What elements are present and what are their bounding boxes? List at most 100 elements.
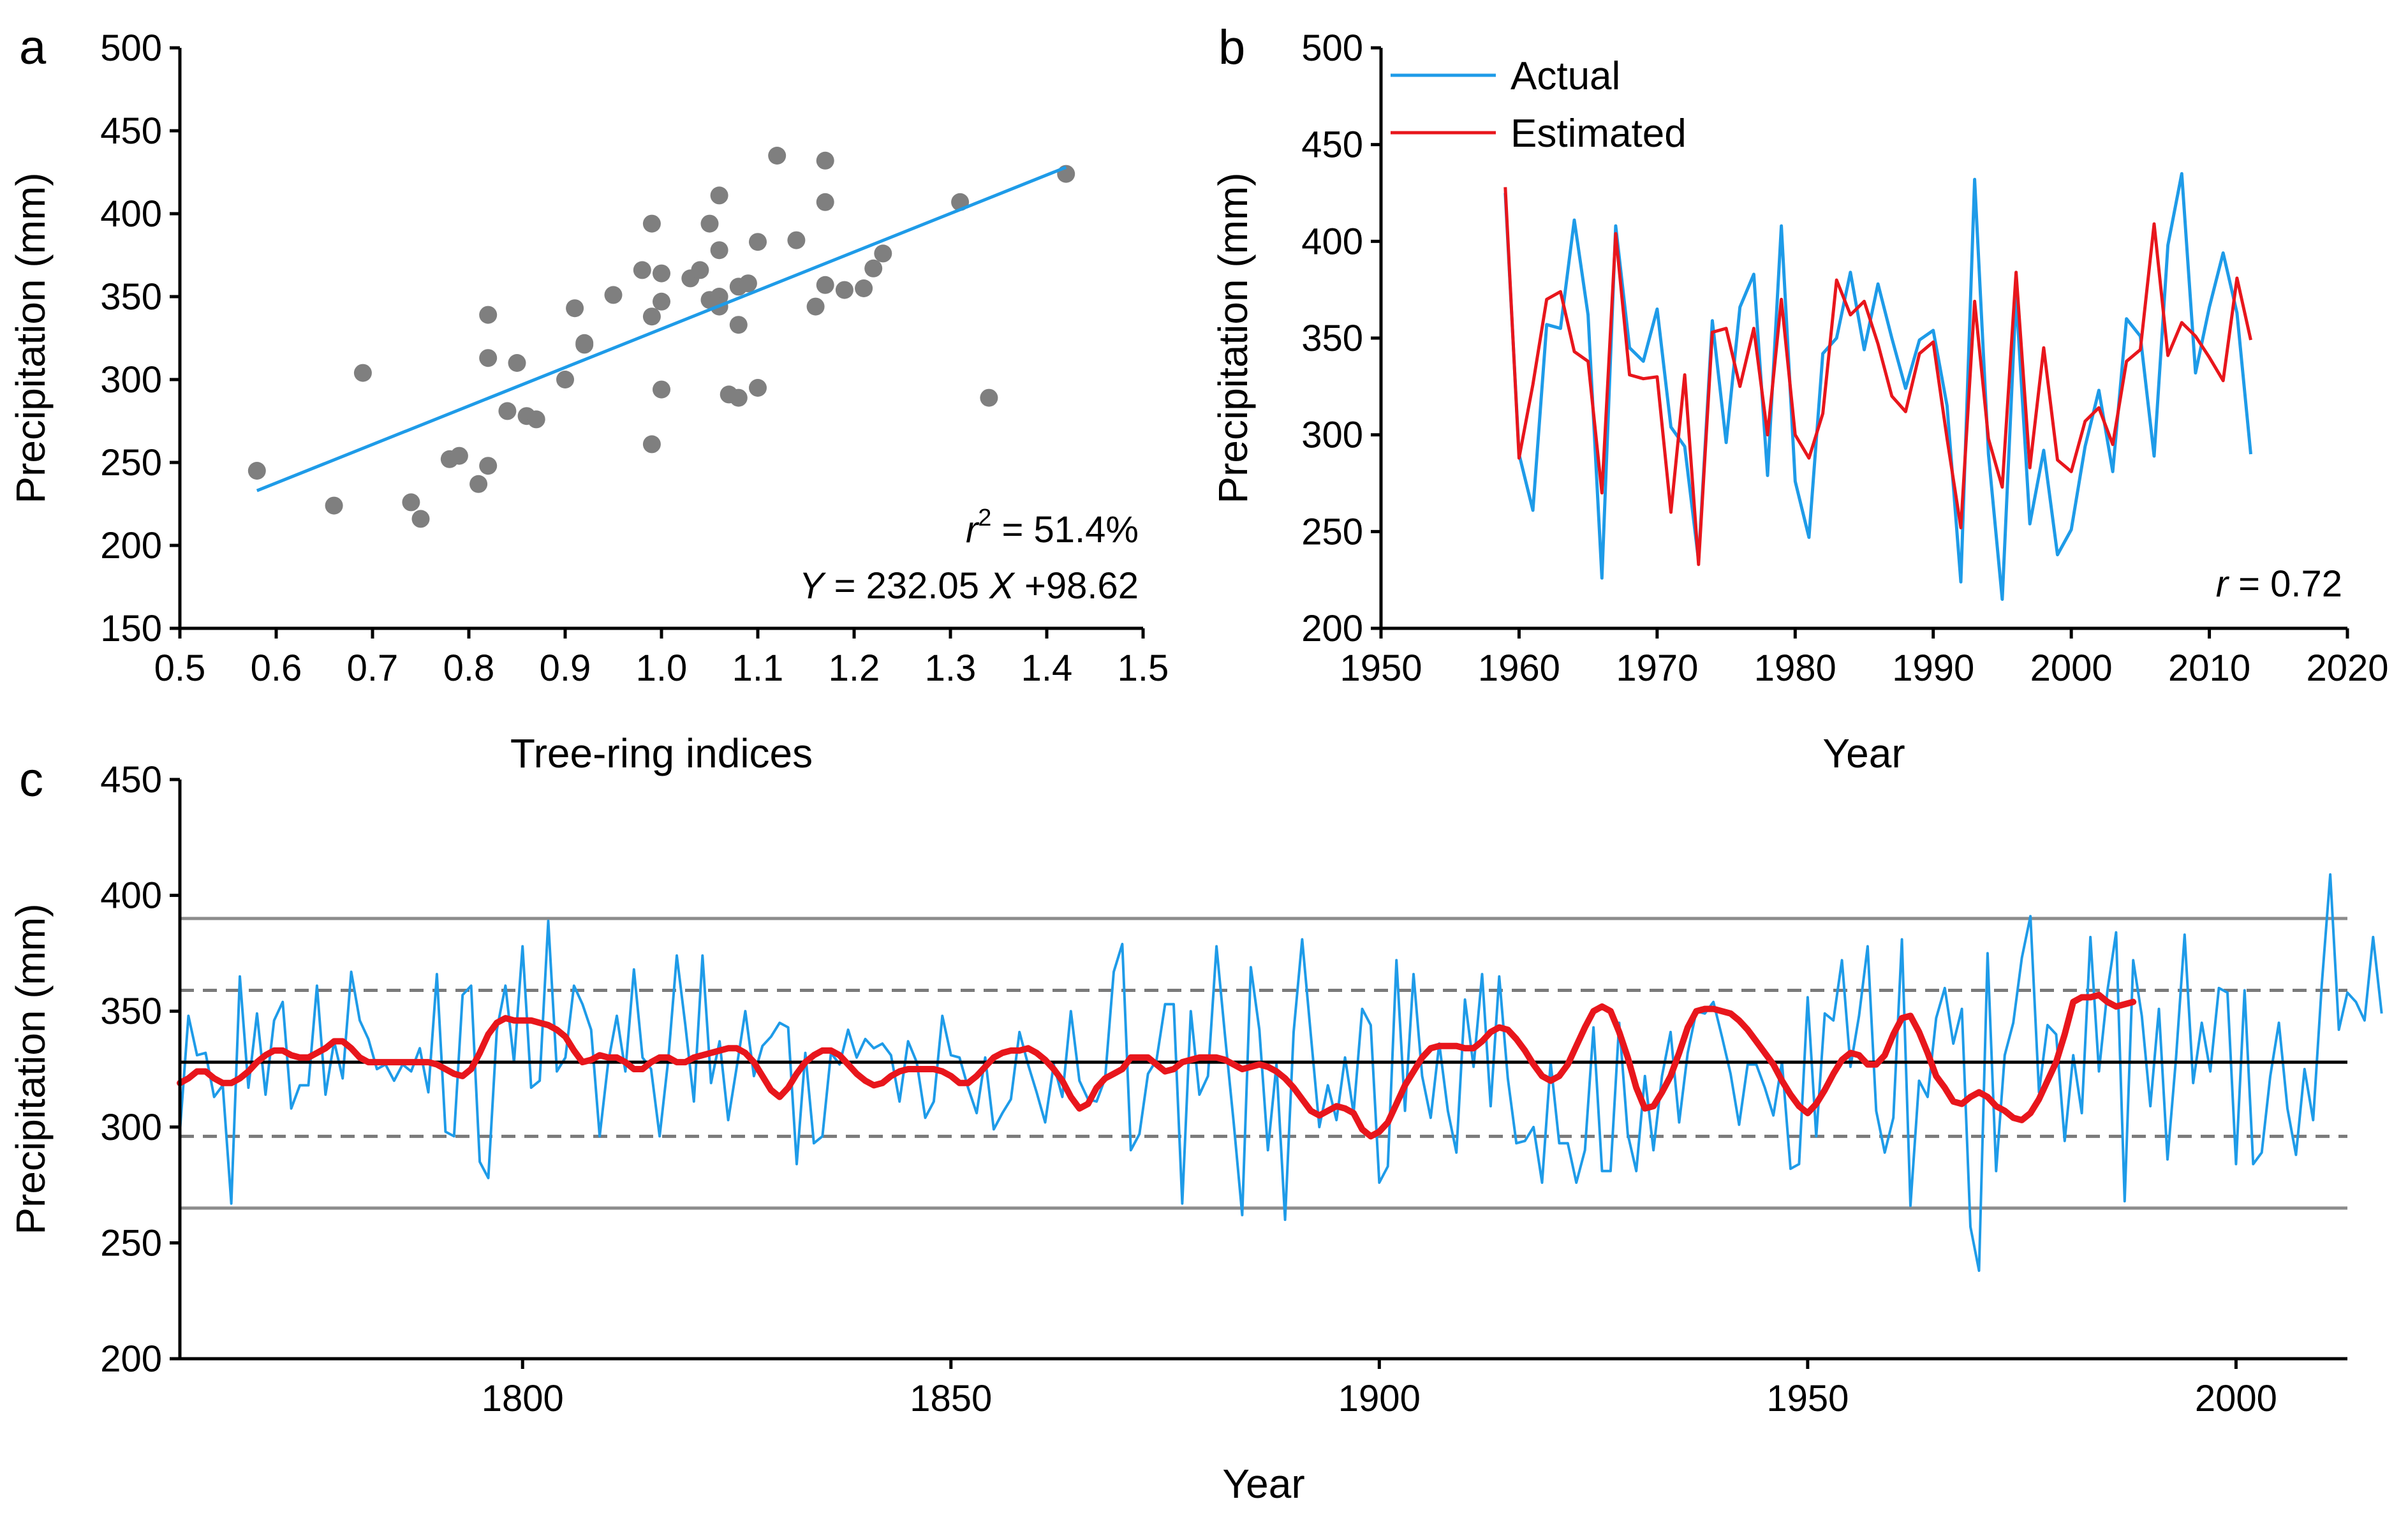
panel-a-scatter: a 0.5 0.6 0.7 0.8 0.9 1.0 1.1 1.2 1.3 1.4 1.5 150 20…: [8, 20, 1169, 776]
panel-b-r-annotation: r = 0.72: [2216, 563, 2342, 605]
panel-b-x-tick-label: 2010: [2168, 647, 2250, 689]
scatter-point: [479, 457, 498, 475]
panel-a-r2-annotation: r2 = 51.4%: [966, 505, 1139, 551]
panel-c-y-tick-label: 250: [100, 1222, 162, 1264]
scatter-point: [739, 274, 757, 293]
panel-b-x-tick-label: 1950: [1340, 647, 1422, 689]
panel-c-y-tick-label: 350: [100, 991, 162, 1032]
panel-b-x-tick-label: 1970: [1616, 647, 1698, 689]
scatter-point: [691, 261, 709, 279]
panel-b-x-tick-label: 2020: [2306, 647, 2388, 689]
eq-mid: = 232.05: [824, 565, 990, 607]
scatter-point: [864, 259, 883, 277]
panel-c-x-tick-label: 1950: [1766, 1378, 1849, 1419]
panel-c-x-tick-label: 1900: [1338, 1378, 1421, 1419]
panel-a-letter: a: [19, 20, 47, 75]
scatter-point: [729, 316, 748, 334]
scatter-point: [816, 151, 834, 170]
panel-b-y-tick-label: 300: [1301, 415, 1363, 456]
scatter-point: [710, 186, 728, 205]
r2-symbol: r: [966, 509, 980, 551]
panel-a-x-tick-label: 1.1: [732, 647, 784, 689]
scatter-point: [816, 276, 834, 294]
scatter-point: [402, 493, 420, 512]
actual-series-line: [1503, 172, 2252, 601]
scatter-point: [642, 435, 661, 454]
panel-b-y-tick-label: 200: [1301, 608, 1363, 649]
panel-c-y-tick-label: 400: [100, 875, 162, 917]
scatter-point: [729, 388, 748, 407]
panel-b-x-tick-label: 1960: [1478, 647, 1560, 689]
scatter-point: [653, 380, 670, 399]
scatter-point: [575, 334, 594, 352]
scatter-point: [874, 244, 892, 263]
panel-a-equation: Y = 232.05 X +98.62: [799, 565, 1139, 607]
scatter-point: [642, 214, 661, 233]
panel-a-x-tick-label: 1.0: [636, 647, 688, 689]
scatter-point: [642, 307, 661, 326]
panel-b-x-title: Year: [1822, 730, 1905, 776]
scatter-point: [700, 214, 719, 233]
scatter-point: [835, 281, 853, 299]
panel-a-x-title: Tree-ring indices: [510, 730, 813, 776]
panel-b-y-tick-label: 500: [1301, 27, 1363, 69]
scatter-point: [556, 371, 574, 388]
scatter-point: [508, 354, 526, 372]
panel-b-y-tick-label: 400: [1301, 221, 1363, 262]
panel-a-y-tick-label: 200: [100, 525, 162, 566]
panel-c-letter: c: [19, 753, 43, 807]
panel-a-y-title: Precipitation (mm): [8, 172, 54, 503]
panel-a-x-tick-label: 1.5: [1118, 647, 1169, 689]
eq-x: X: [988, 565, 1016, 607]
scatter-point: [710, 241, 728, 260]
panel-c-reconstruction: c 1800 1850 1900 1950 2000 200 250 300 350 400 450…: [8, 753, 2383, 1507]
panel-a-y-tick-label: 400: [100, 193, 162, 235]
panel-a-y-tick-label: 150: [100, 608, 162, 649]
panel-a-x-tick-label: 0.5: [154, 647, 206, 689]
panel-b-letter: b: [1218, 20, 1245, 75]
scatter-point: [604, 286, 623, 304]
panel-c-x-title: Year: [1222, 1461, 1304, 1507]
scatter-point: [479, 349, 498, 367]
panel-c-x-tick-label: 2000: [2195, 1378, 2277, 1419]
scatter-point: [980, 388, 998, 407]
scatter-point: [806, 297, 825, 316]
panel-b-legend: Actual Estimated: [1391, 54, 1687, 156]
panel-a-x-tick-label: 1.4: [1021, 647, 1073, 689]
panel-a-y-tick-label: 350: [100, 276, 162, 318]
scatter-point: [855, 279, 873, 297]
scatter-point: [816, 193, 834, 211]
panel-b-y-tick-label: 350: [1301, 318, 1363, 359]
r2-superscript: 2: [978, 505, 991, 531]
scatter-point: [450, 447, 468, 465]
panel-a-x-tick-label: 0.8: [443, 647, 495, 689]
r-value: = 0.72: [2228, 563, 2342, 605]
panel-b-x-tick-label: 1990: [1892, 647, 1974, 689]
scatter-point: [479, 306, 498, 324]
scatter-point: [566, 299, 584, 318]
panel-b-y-tick-label: 450: [1301, 124, 1363, 166]
legend-actual-label: Actual: [1511, 54, 1620, 98]
scatter-point: [749, 379, 767, 397]
scatter-point: [411, 510, 430, 528]
panel-a-y-tick-label: 500: [100, 27, 162, 69]
panel-a-y-tick-label: 250: [100, 442, 162, 484]
panel-a-x-tick-label: 1.3: [925, 647, 977, 689]
scatter-point: [527, 410, 545, 429]
smoothed-series-line: [177, 991, 2137, 1140]
panel-c-x-tick-label: 1800: [482, 1378, 564, 1419]
panel-a-x-tick-label: 1.2: [829, 647, 880, 689]
r-symbol: r: [2216, 563, 2230, 605]
estimated-series-line: [1503, 187, 2252, 566]
scatter-point: [787, 231, 806, 249]
scatter-point: [498, 402, 517, 420]
scatter-point: [653, 264, 670, 283]
scatter-point: [353, 364, 372, 382]
panel-b-x-tick-label: 1980: [1754, 647, 1836, 689]
panel-a-y-tick-label: 300: [100, 359, 162, 401]
scatter-point: [749, 233, 767, 251]
panel-c-x-tick-label: 1850: [910, 1378, 992, 1419]
panel-c-y-tick-label: 300: [100, 1107, 162, 1148]
panel-a-y-tick-label: 450: [100, 110, 162, 152]
